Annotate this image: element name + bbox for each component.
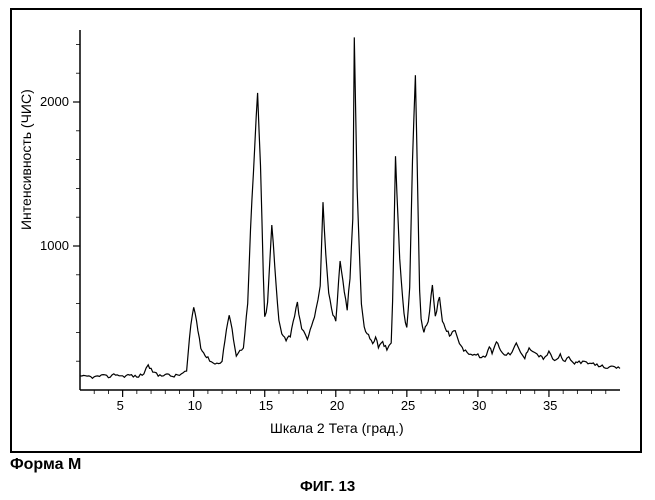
y-tick-label: 1000 (40, 238, 69, 253)
figure-caption: ФИГ. 13 (300, 478, 355, 495)
x-tick-label: 30 (472, 398, 486, 413)
x-tick-label: 20 (330, 398, 344, 413)
y-axis-label: Интенсивность (ЧИС) (18, 89, 34, 230)
y-tick-label: 2000 (40, 94, 69, 109)
x-axis-label: Шкала 2 Тета (град.) (270, 420, 404, 436)
form-label: Форма М (10, 456, 81, 474)
x-tick-label: 15 (259, 398, 273, 413)
x-tick-label: 25 (401, 398, 415, 413)
x-tick-label: 5 (117, 398, 124, 413)
x-tick-label: 10 (188, 398, 202, 413)
x-tick-label: 35 (543, 398, 557, 413)
diffraction-trace (80, 37, 620, 378)
